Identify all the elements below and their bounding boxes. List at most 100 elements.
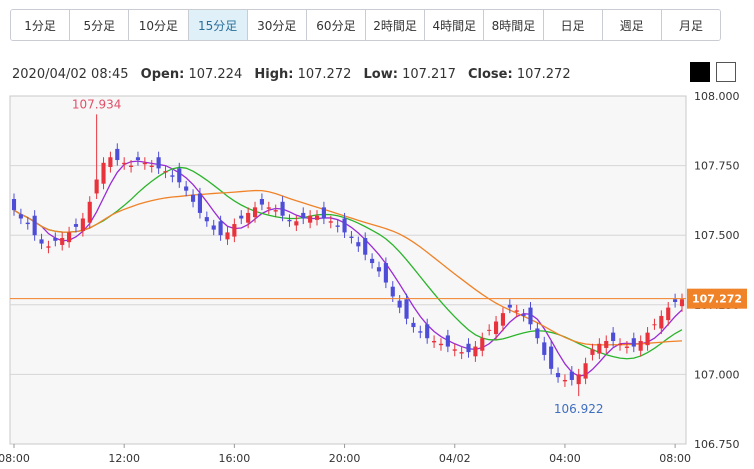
candle-body — [383, 263, 388, 283]
candle-body — [280, 201, 285, 216]
candle-body — [493, 321, 499, 335]
candle-body — [108, 157, 113, 167]
tab-timeframe-0[interactable]: 1分足 — [11, 10, 71, 40]
candle-body — [101, 162, 106, 184]
ohlc-summary: 2020/04/02 08:45 Open: 107.224 High: 107… — [12, 67, 571, 82]
candle-body — [39, 239, 44, 244]
candle-body — [163, 171, 168, 173]
x-tick-label: 04/02 — [439, 452, 471, 465]
candle-body — [259, 199, 264, 205]
candle-body — [611, 332, 616, 341]
tab-timeframe-11[interactable]: 月足 — [661, 10, 720, 40]
timeframe-tabs: 1分足 5分足 10分足 15分足 30分足 60分足 2時間足 4時間足 8時間足 日足 週足 月足 — [10, 9, 721, 41]
candle-body — [328, 221, 333, 223]
ma-long-line — [13, 189, 683, 346]
candle-body — [197, 193, 203, 213]
close-label: Close: — [468, 67, 513, 82]
candle-body — [528, 307, 533, 325]
x-tick-label: 08:00 — [0, 452, 30, 465]
candle-body — [645, 332, 650, 346]
candle-body — [11, 199, 17, 211]
candle-body — [521, 314, 526, 316]
candle-body — [94, 179, 99, 194]
candle-body — [549, 346, 554, 369]
dark-theme-button[interactable] — [690, 62, 710, 82]
tab-timeframe-6[interactable]: 2時間足 — [366, 10, 426, 40]
candle-body — [149, 165, 154, 167]
x-tick-label: 04:00 — [549, 452, 581, 465]
current-price-badge — [687, 288, 747, 309]
candle-body — [53, 237, 58, 241]
candle-body — [432, 340, 437, 343]
candle-body — [535, 328, 540, 339]
candle-body — [190, 194, 196, 202]
candle-body — [239, 215, 244, 219]
open-value: 107.224 — [188, 67, 243, 82]
open-label: Open: — [140, 67, 185, 82]
candle-body — [631, 338, 636, 347]
candle-body — [342, 218, 347, 233]
candle-body — [87, 201, 92, 223]
candle-body — [466, 343, 471, 353]
candle-body — [246, 212, 251, 223]
candle-body — [459, 352, 464, 354]
candle-body — [542, 342, 547, 355]
candle-body — [652, 324, 657, 326]
candle-body — [404, 299, 409, 319]
candle-body — [617, 343, 623, 346]
candle-body — [177, 168, 182, 183]
candle-body — [500, 313, 506, 326]
tab-timeframe-7[interactable]: 4時間足 — [425, 10, 485, 40]
candle-body — [390, 286, 395, 297]
candle-body — [135, 157, 141, 161]
candle-body — [376, 267, 382, 272]
x-tick-label: 16:00 — [219, 452, 251, 465]
candle-body — [232, 224, 237, 237]
candle-body — [418, 331, 423, 333]
candle-body — [673, 299, 678, 303]
candle-body — [122, 162, 127, 165]
candle-body — [80, 218, 85, 232]
candle-body — [301, 212, 306, 219]
x-tick-label: 20:00 — [329, 452, 361, 465]
tab-timeframe-9[interactable]: 日足 — [543, 10, 603, 40]
candle-body — [156, 157, 161, 169]
candle-body — [583, 363, 588, 379]
candle-body — [321, 207, 326, 219]
tab-timeframe-5[interactable]: 60分足 — [306, 10, 367, 40]
candle-body — [60, 237, 65, 245]
candle-body — [569, 371, 574, 380]
candle-body — [204, 217, 209, 222]
high-annotation: 107.934 — [72, 97, 122, 111]
candle-body — [73, 224, 79, 227]
candle-body — [252, 207, 258, 218]
tab-timeframe-4[interactable]: 30分足 — [247, 10, 307, 40]
candle-body — [473, 346, 478, 357]
tab-timeframe-3[interactable]: 15分足 — [188, 10, 248, 40]
x-tick-label: 08:00 — [659, 452, 691, 465]
high-label: High: — [254, 67, 294, 82]
candle-body — [604, 340, 609, 348]
candle-body — [445, 335, 450, 347]
light-theme-button[interactable] — [716, 62, 736, 82]
candle-body — [115, 148, 120, 161]
candle-body — [349, 236, 354, 238]
candle-body — [356, 242, 361, 247]
tab-timeframe-10[interactable]: 週足 — [602, 10, 662, 40]
candle-body — [211, 225, 216, 230]
candle-body — [411, 322, 416, 328]
candle-body — [225, 232, 230, 240]
plot-area — [9, 95, 687, 445]
candle-body — [487, 329, 492, 331]
tab-timeframe-1[interactable]: 5分足 — [70, 10, 130, 40]
candle-body — [32, 215, 37, 236]
tab-timeframe-2[interactable]: 10分足 — [129, 10, 189, 40]
y-tick-label: 107.750 — [694, 160, 740, 173]
candle-body — [562, 379, 567, 382]
x-tick-label: 12:00 — [108, 452, 140, 465]
candle-body — [218, 221, 223, 236]
tab-timeframe-8[interactable]: 8時間足 — [484, 10, 544, 40]
candle-body — [25, 222, 30, 225]
candle-body — [438, 343, 444, 346]
